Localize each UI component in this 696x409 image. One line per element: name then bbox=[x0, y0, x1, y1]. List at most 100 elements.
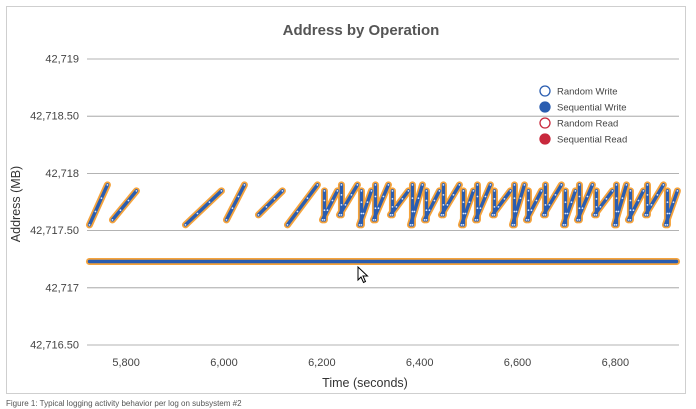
data-point bbox=[135, 189, 138, 192]
data-point bbox=[382, 195, 385, 198]
data-point bbox=[493, 205, 496, 208]
data-point bbox=[621, 197, 624, 200]
x-tick-label: 6,000 bbox=[210, 357, 238, 369]
data-point bbox=[564, 201, 567, 204]
data-point bbox=[484, 195, 487, 198]
data-point bbox=[666, 212, 669, 215]
data-point bbox=[595, 197, 598, 200]
y-tick-label: 42,719 bbox=[45, 54, 79, 66]
data-point bbox=[442, 183, 445, 186]
data-point bbox=[391, 205, 394, 208]
data-point bbox=[562, 223, 565, 226]
data-point bbox=[421, 183, 424, 186]
data-point bbox=[360, 189, 363, 192]
data-point bbox=[438, 189, 441, 192]
data-point bbox=[374, 183, 377, 186]
data-point bbox=[593, 213, 596, 216]
data-point bbox=[395, 205, 398, 208]
data-point bbox=[544, 203, 547, 206]
y-tick-label: 42,717.50 bbox=[30, 225, 79, 237]
data-point bbox=[576, 218, 579, 221]
data-point bbox=[474, 218, 477, 221]
data-point bbox=[472, 189, 475, 192]
data-point bbox=[281, 189, 284, 192]
data-point bbox=[625, 183, 628, 186]
data-point bbox=[265, 205, 268, 208]
data-point bbox=[595, 205, 598, 208]
data-point bbox=[323, 189, 326, 192]
data-point bbox=[493, 213, 496, 216]
ramp-sweep bbox=[110, 189, 139, 222]
data-point bbox=[578, 183, 581, 186]
data-point bbox=[387, 183, 390, 186]
data-point bbox=[340, 183, 343, 186]
data-point bbox=[374, 218, 377, 221]
data-point bbox=[358, 223, 361, 226]
y-axis-label: Address (MB) bbox=[9, 166, 23, 242]
data-point bbox=[462, 201, 465, 204]
x-tick-label: 6,800 bbox=[602, 357, 630, 369]
data-point bbox=[672, 201, 675, 204]
data-point bbox=[344, 203, 347, 206]
data-point bbox=[340, 213, 343, 216]
data-point bbox=[452, 193, 455, 196]
data-point bbox=[411, 210, 414, 213]
data-point bbox=[391, 197, 394, 200]
data-point bbox=[462, 189, 465, 192]
data-point bbox=[464, 212, 467, 215]
data-point bbox=[286, 223, 289, 226]
data-point bbox=[423, 218, 426, 221]
data-point bbox=[489, 183, 492, 186]
data-point bbox=[208, 201, 211, 204]
data-point bbox=[479, 207, 482, 210]
legend-label: Sequential Write bbox=[557, 103, 627, 114]
x-tick-labels: 5,800 6,000 6,200 6,400 6,600 6,800 bbox=[112, 357, 629, 369]
data-point bbox=[544, 213, 547, 216]
data-point bbox=[425, 209, 428, 212]
data-point bbox=[476, 183, 479, 186]
data-point bbox=[462, 212, 465, 215]
data-point bbox=[331, 199, 334, 202]
data-point bbox=[340, 203, 343, 206]
data-point bbox=[356, 183, 359, 186]
y-tick-label: 42,718 bbox=[45, 168, 79, 180]
data-point bbox=[629, 218, 632, 221]
data-point bbox=[442, 203, 445, 206]
data-point bbox=[530, 209, 533, 212]
data-point bbox=[460, 223, 463, 226]
data-point bbox=[425, 199, 428, 202]
data-point bbox=[595, 189, 598, 192]
ramp-sweep bbox=[256, 189, 285, 217]
data-point bbox=[615, 197, 618, 200]
ramp-band-series bbox=[87, 183, 680, 227]
legend-marker-icon bbox=[539, 101, 551, 113]
data-point bbox=[513, 223, 516, 226]
data-point bbox=[664, 223, 667, 226]
legend-marker-icon bbox=[539, 133, 551, 145]
address-chart: 42,716.50 42,717 42,717.50 42,718 42,718.50 4… bbox=[9, 22, 681, 390]
data-point bbox=[350, 193, 353, 196]
data-point bbox=[535, 199, 538, 202]
data-point bbox=[273, 197, 276, 200]
data-point bbox=[527, 218, 530, 221]
data-point bbox=[411, 197, 414, 200]
y-tick-label: 42,717 bbox=[45, 282, 79, 294]
data-point bbox=[564, 223, 567, 226]
data-point bbox=[544, 183, 547, 186]
x-tick-label: 5,800 bbox=[112, 357, 140, 369]
data-point bbox=[513, 197, 516, 200]
legend-label: Sequential Read bbox=[557, 135, 627, 146]
x-tick-label: 6,600 bbox=[504, 357, 532, 369]
data-point bbox=[106, 183, 109, 186]
data-point bbox=[428, 209, 431, 212]
data-point bbox=[220, 189, 223, 192]
data-point bbox=[544, 193, 547, 196]
ramp-sweep bbox=[87, 183, 110, 227]
data-point bbox=[527, 199, 530, 202]
data-point bbox=[615, 223, 618, 226]
data-point bbox=[578, 218, 581, 221]
data-point bbox=[442, 193, 445, 196]
data-point bbox=[599, 205, 602, 208]
data-point bbox=[578, 207, 581, 210]
data-point bbox=[662, 183, 665, 186]
